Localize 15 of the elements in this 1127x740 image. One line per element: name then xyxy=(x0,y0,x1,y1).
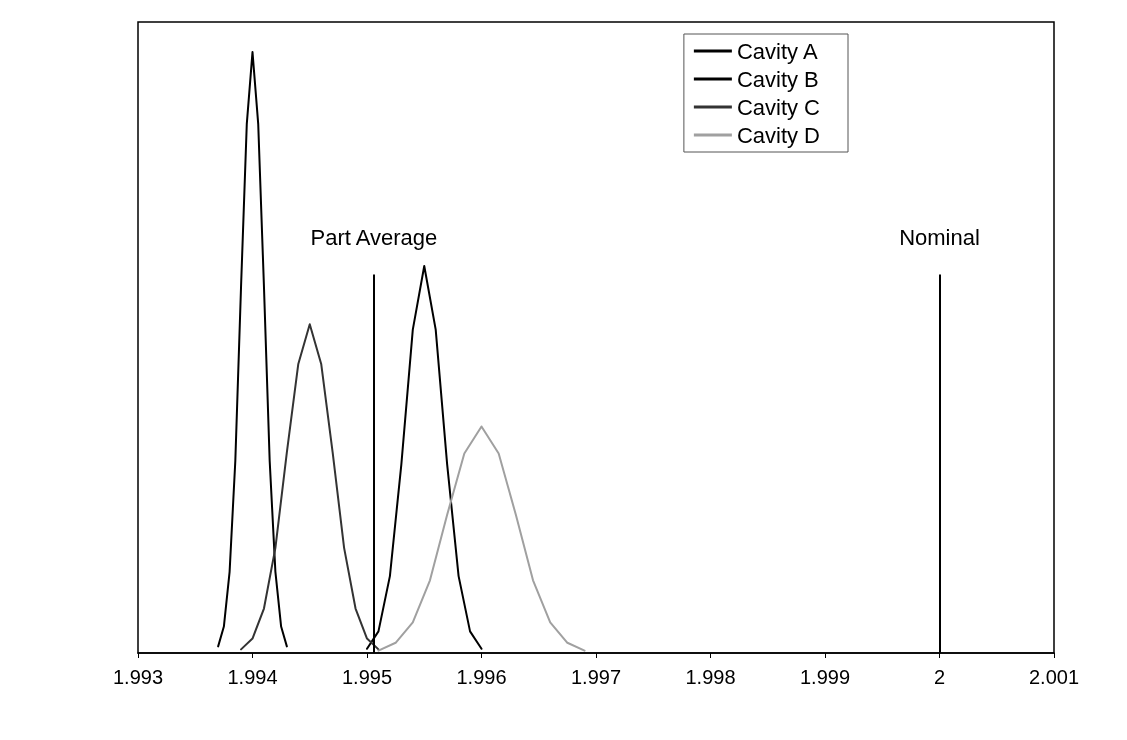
ref-line-label: Nominal xyxy=(899,224,980,250)
ref-line-label: Part Average xyxy=(310,224,438,250)
x-tick-label: 1.996 xyxy=(456,666,507,688)
x-tick-label: 2.001 xyxy=(1028,666,1080,688)
x-tick-label: 2 xyxy=(933,666,946,688)
x-tick-label: 1.998 xyxy=(685,666,736,688)
x-tick-label: 1.994 xyxy=(227,666,278,688)
x-tick-label: 1.997 xyxy=(570,666,622,688)
legend-label: Cavity A xyxy=(736,38,818,64)
legend-label: Cavity D xyxy=(736,122,820,148)
x-tick-label: 1.993 xyxy=(112,666,164,688)
x-tick-label: 1.999 xyxy=(799,666,851,688)
legend-label: Cavity C xyxy=(736,94,821,120)
x-tick-label: 1.995 xyxy=(341,666,393,688)
legend-label: Cavity B xyxy=(736,66,819,92)
